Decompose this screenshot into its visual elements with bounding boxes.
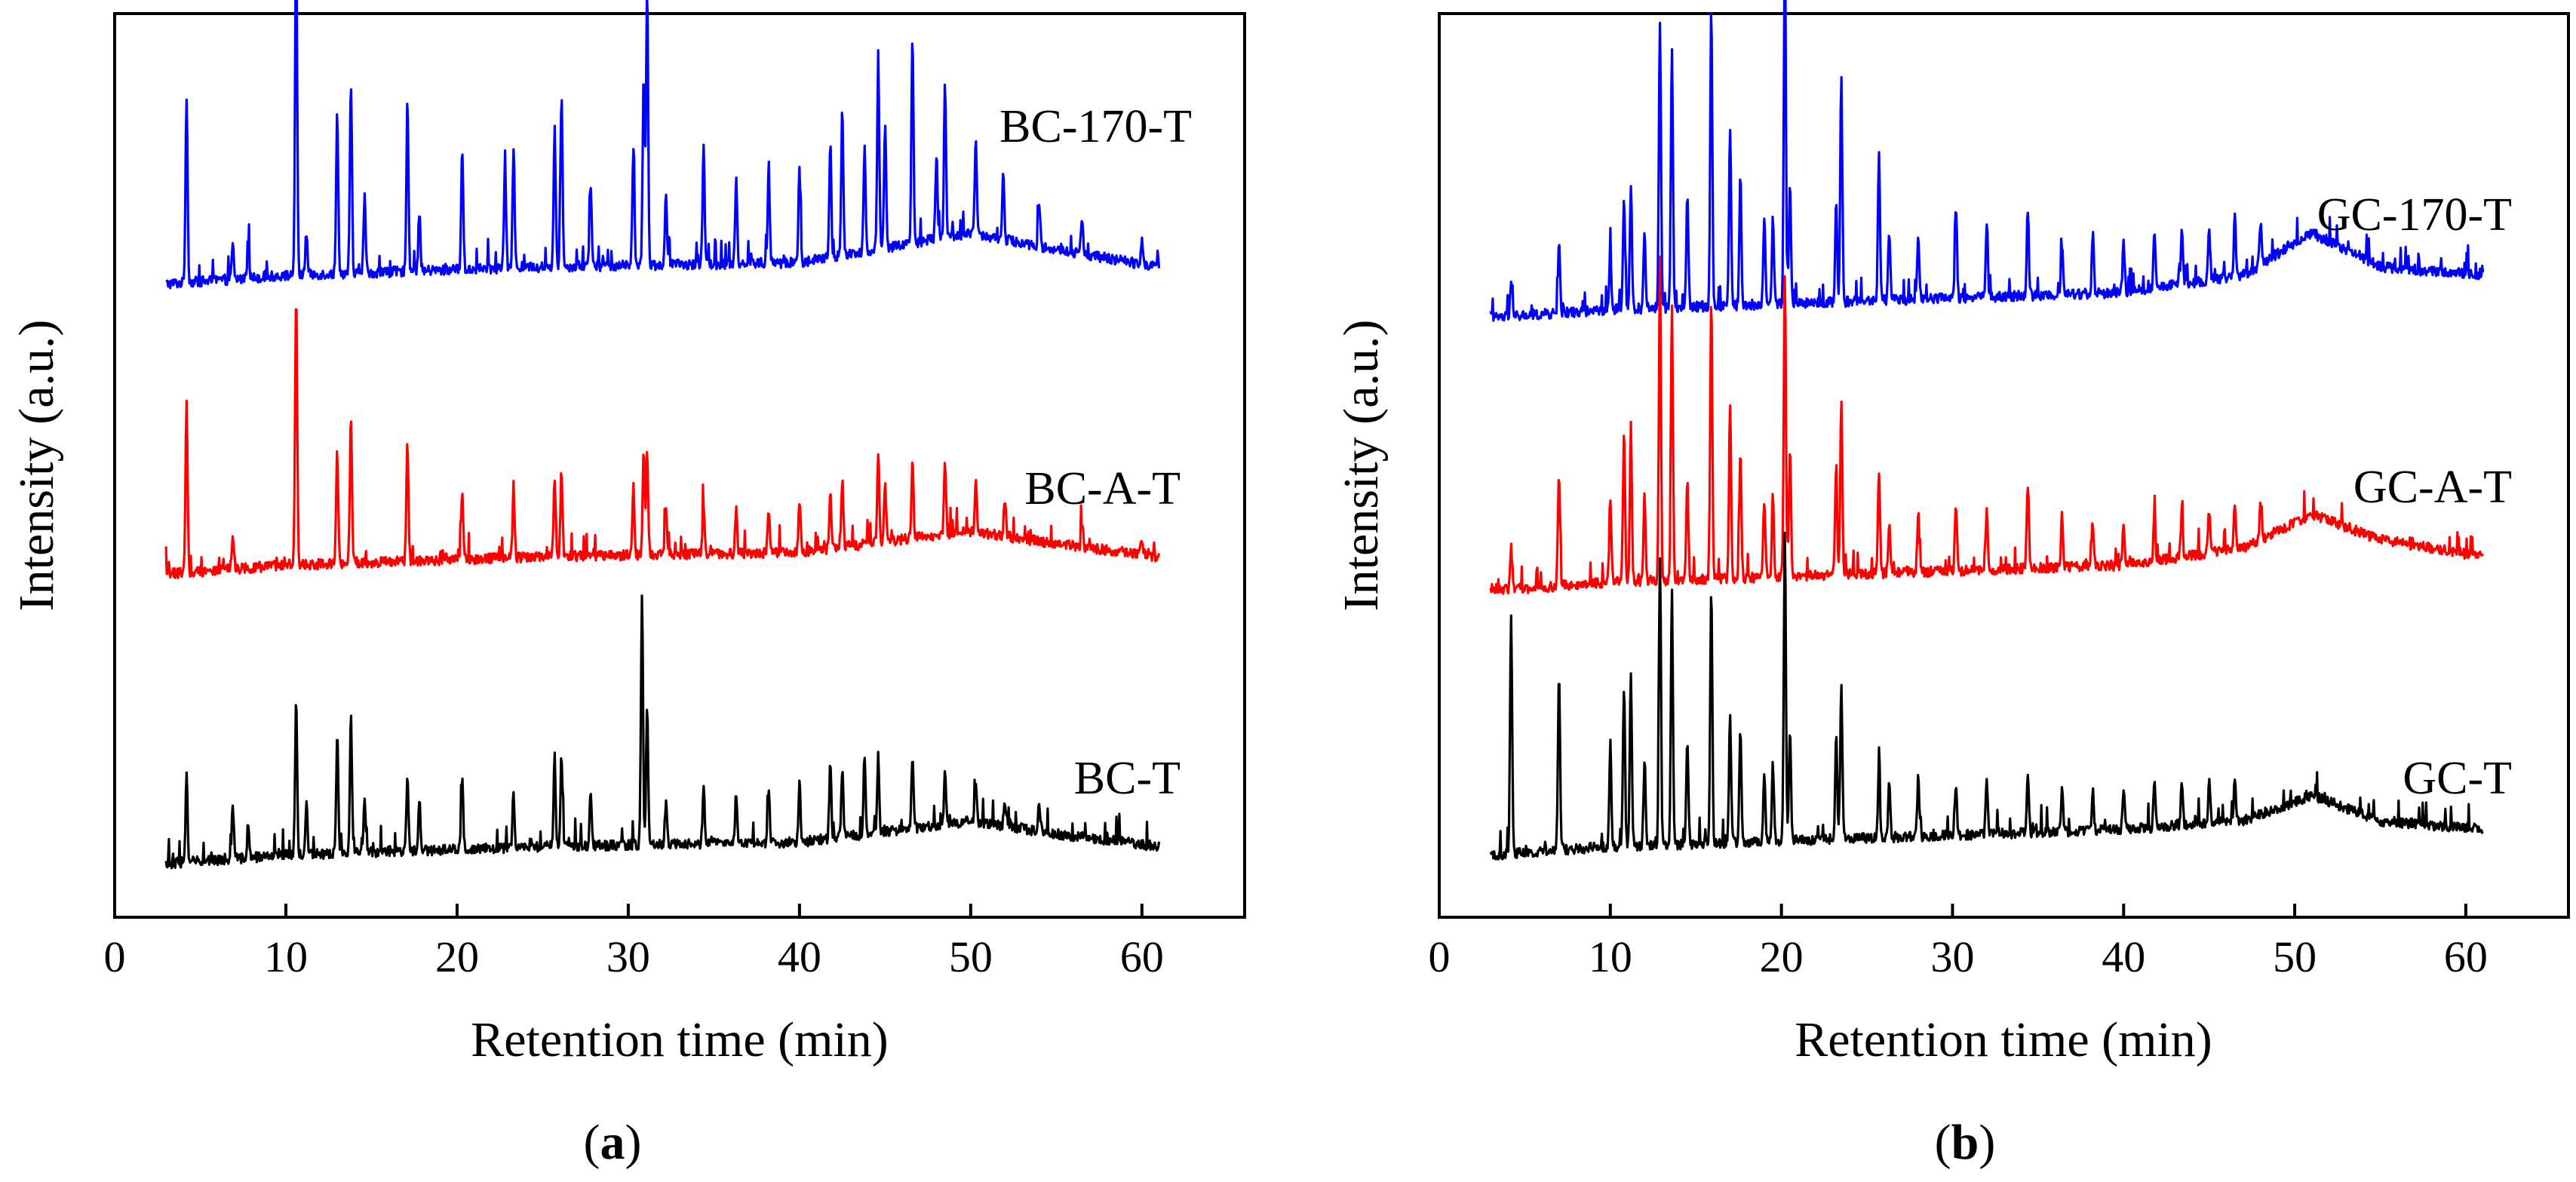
panel-b-x-axis-title: Retention time (min) [1795,1012,2212,1067]
x-tick-label: 40 [778,932,821,981]
panel-a-x-tick-labels: 0 10 20 30 40 50 60 [104,932,1164,981]
panel-b-label-letter: b [1951,1115,1979,1170]
panel-b-label-close: ) [1979,1115,1995,1170]
panel-a-chromatogram: 0 10 20 30 40 50 60 BC-170-T BC-A-T BC-T Retenti… [9,0,1246,1170]
panel-b-x-tick-labels: 0 10 20 30 40 50 60 [1429,932,2488,981]
panel-b-y-axis-title: Intensity (a.u.) [1334,320,1389,612]
series-line-bc-a-t [164,308,1161,579]
panel-a-x-axis-title: Retention time (min) [471,1012,889,1067]
panel-a-label-letter: a [600,1115,625,1170]
panel-b-label: (b) [1935,1115,1996,1170]
series-label-gc-t: GC-T [2403,753,2512,804]
series-line-bc-170-t [165,0,1161,290]
series-line-gc-t [1489,531,2484,861]
series-label-bc-t: BC-T [1074,753,1181,804]
panel-b-x-ticks [1438,904,2467,917]
x-tick-label: 50 [2273,932,2317,981]
series-line-gc-170-t [1489,0,2485,322]
panel-a-traces [164,0,1161,870]
series-line-gc-a-t [1489,255,2485,595]
series-label-gc-a-t: GC-A-T [2353,462,2512,513]
panel-a-label-open: ( [584,1115,600,1170]
panel-b-traces [1489,0,2485,861]
panel-a-label: (a) [584,1115,642,1170]
panel-a-x-ticks [113,904,1144,917]
panel-a-series-labels: BC-170-T BC-A-T BC-T [999,101,1192,804]
series-line-bc-t [164,594,1161,870]
panel-a-plot-frame [113,12,1246,919]
x-tick-label: 40 [2102,932,2145,981]
series-label-bc-a-t: BC-A-T [1024,463,1181,514]
x-tick-label: 30 [1930,932,1974,981]
x-tick-label: 0 [1429,932,1451,981]
panel-b-series-labels: GC-170-T GC-A-T GC-T [2317,189,2512,804]
x-tick-label: 60 [2444,932,2488,981]
panel-a-label-close: ) [625,1115,642,1170]
panel-b-label-open: ( [1935,1115,1951,1170]
x-tick-label: 50 [949,932,993,981]
x-tick-label: 0 [104,932,126,981]
panel-b-chromatogram: 0 10 20 30 40 50 60 GC-170-T GC-A-T GC-T Retenti… [1334,0,2570,1170]
panel-b-plot-frame [1438,12,2570,919]
panel-a-y-axis-title: Intensity (a.u.) [9,320,64,612]
x-tick-label: 30 [606,932,650,981]
series-label-gc-170-t: GC-170-T [2317,189,2512,241]
x-tick-label: 10 [1589,932,1632,981]
x-tick-label: 60 [1120,932,1164,981]
x-tick-label: 20 [1760,932,1804,981]
x-tick-label: 20 [435,932,479,981]
series-label-bc-170-t: BC-170-T [999,101,1192,152]
x-tick-label: 10 [264,932,308,981]
